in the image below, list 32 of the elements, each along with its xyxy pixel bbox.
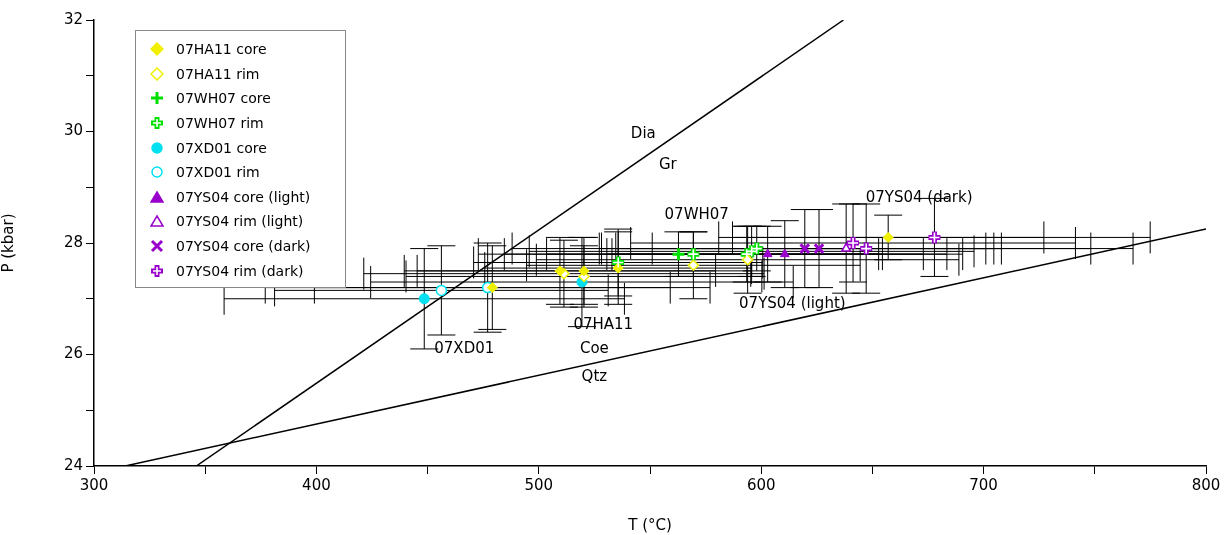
annotation: 07XD01 xyxy=(434,338,495,357)
y-tick-label: 30 xyxy=(63,121,83,140)
y-tick-label: 24 xyxy=(63,455,83,474)
x-axis-title: T (°C) xyxy=(627,515,672,534)
y-tick-label: 28 xyxy=(63,232,83,251)
x-tick-label: 800 xyxy=(1191,475,1221,494)
y-tick-label: 32 xyxy=(63,9,83,28)
legend-label: 07XD01 rim xyxy=(176,164,260,181)
annotation: Coe xyxy=(579,338,609,357)
y-axis-title: P (kbar) xyxy=(0,213,17,273)
annotation: 07YS04 (dark) xyxy=(865,188,973,207)
annotation: Dia xyxy=(630,124,656,143)
legend-label: 07WH07 rim xyxy=(176,115,264,132)
annotation: 07WH07 xyxy=(664,205,729,224)
legend-label: 07YS04 rim (dark) xyxy=(176,262,304,279)
legend-label: 07YS04 core (dark) xyxy=(176,238,311,255)
x-tick-label: 700 xyxy=(969,475,998,494)
x-tick-label: 300 xyxy=(79,475,109,494)
legend-label: 07YS04 core (light) xyxy=(176,188,311,205)
annotation: 07YS04 (light) xyxy=(739,294,846,313)
legend-label: 07WH07 core xyxy=(176,90,271,107)
x-tick-label: 500 xyxy=(524,475,554,494)
legend-label: 07HA11 rim xyxy=(176,65,260,82)
legend-label: 07XD01 core xyxy=(176,139,267,156)
legend-label: 07HA11 core xyxy=(176,41,267,58)
y-tick-label: 26 xyxy=(63,344,83,363)
annotation: Gr xyxy=(658,154,678,173)
x-tick-label: 600 xyxy=(746,475,776,494)
x-tick-label: 400 xyxy=(302,475,331,494)
legend-label: 07YS04 rim (light) xyxy=(176,213,304,230)
annotation: 07HA11 xyxy=(573,314,634,333)
annotation: Qtz xyxy=(581,366,608,385)
